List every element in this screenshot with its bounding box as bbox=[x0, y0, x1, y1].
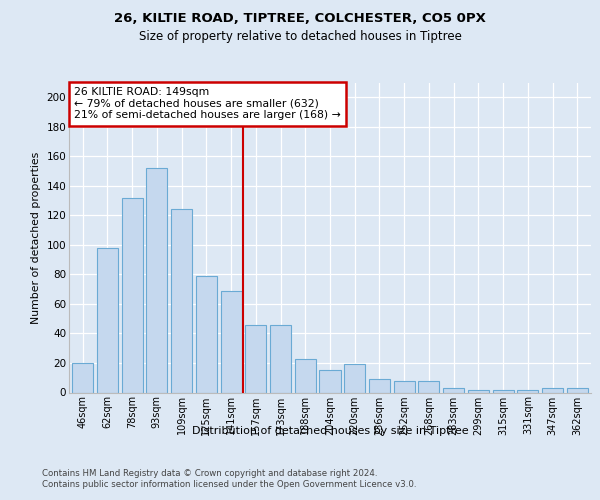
Bar bbox=[567, 388, 588, 392]
Bar bbox=[394, 380, 415, 392]
Bar bbox=[221, 290, 242, 392]
Bar bbox=[319, 370, 341, 392]
Bar bbox=[468, 390, 489, 392]
Text: 26, KILTIE ROAD, TIPTREE, COLCHESTER, CO5 0PX: 26, KILTIE ROAD, TIPTREE, COLCHESTER, CO… bbox=[114, 12, 486, 26]
Bar bbox=[295, 358, 316, 392]
Bar bbox=[97, 248, 118, 392]
Bar bbox=[171, 210, 192, 392]
Bar bbox=[270, 324, 291, 392]
Bar bbox=[122, 198, 143, 392]
Text: 26 KILTIE ROAD: 149sqm
← 79% of detached houses are smaller (632)
21% of semi-de: 26 KILTIE ROAD: 149sqm ← 79% of detached… bbox=[74, 87, 341, 120]
Text: Size of property relative to detached houses in Tiptree: Size of property relative to detached ho… bbox=[139, 30, 461, 43]
Bar bbox=[542, 388, 563, 392]
Text: Contains public sector information licensed under the Open Government Licence v3: Contains public sector information licen… bbox=[42, 480, 416, 489]
Bar bbox=[517, 390, 538, 392]
Bar bbox=[344, 364, 365, 392]
Text: Distribution of detached houses by size in Tiptree: Distribution of detached houses by size … bbox=[191, 426, 469, 436]
Bar bbox=[146, 168, 167, 392]
Bar bbox=[493, 390, 514, 392]
Bar bbox=[369, 379, 390, 392]
Bar bbox=[418, 380, 439, 392]
Bar bbox=[245, 324, 266, 392]
Text: Contains HM Land Registry data © Crown copyright and database right 2024.: Contains HM Land Registry data © Crown c… bbox=[42, 469, 377, 478]
Bar bbox=[443, 388, 464, 392]
Bar bbox=[72, 363, 93, 392]
Y-axis label: Number of detached properties: Number of detached properties bbox=[31, 152, 41, 324]
Bar bbox=[196, 276, 217, 392]
